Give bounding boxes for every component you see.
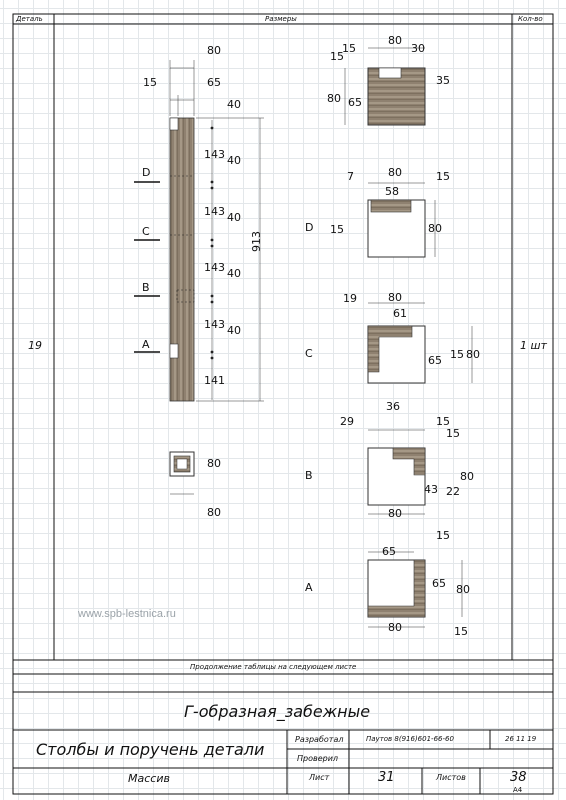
dim-label: 65	[348, 96, 362, 109]
drawing-title: Столбы и поручень детали	[36, 740, 265, 759]
dim-label: 40	[227, 324, 241, 337]
section-a	[367, 551, 463, 628]
section-b	[367, 429, 426, 515]
dim-label: 80	[388, 166, 402, 179]
developer: Паутов 8(916)601-66-60	[366, 735, 454, 743]
sheet-label: Лист	[309, 773, 330, 782]
dim-label: 35	[436, 74, 450, 87]
header-detail: Деталь	[16, 15, 43, 23]
developed-label: Разработал	[295, 735, 344, 744]
dim-label: 80	[327, 92, 341, 105]
dim-label: 29	[340, 415, 354, 428]
dim-label: 61	[393, 307, 407, 320]
sheet-number: 31	[378, 770, 395, 785]
header-qty: Кол-во	[518, 15, 543, 23]
dim-label: 65	[432, 577, 446, 590]
dim-label: 65	[382, 545, 396, 558]
dim-label: 15	[143, 76, 157, 89]
project-title: Г-образная_забежные	[184, 702, 371, 721]
dim-label: 36	[386, 400, 400, 413]
dim-label: 15	[330, 223, 344, 236]
dim-label: 80	[428, 222, 442, 235]
dim-label: 80	[207, 44, 221, 57]
dim-label: 40	[227, 98, 241, 111]
continuation-note: Продолжение таблицы на следующем листе	[190, 663, 357, 671]
section-d-label: D	[305, 221, 314, 234]
section-marker-b: B	[142, 281, 150, 294]
dim-label: 143	[204, 261, 225, 274]
date: 26 11 19	[505, 735, 537, 743]
dim-label: 40	[227, 211, 241, 224]
dim-label: 80	[456, 583, 470, 596]
dim-label: 40	[227, 154, 241, 167]
dim-label: 15	[330, 50, 344, 63]
dim-label: 22	[446, 485, 460, 498]
sheets-label: Листов	[436, 773, 466, 782]
dim-label: 15	[454, 625, 468, 638]
watermark: www.spb-lestnica.ru	[78, 608, 176, 620]
section-c	[367, 302, 473, 384]
dim-label: 43	[424, 483, 438, 496]
dim-label: 80	[388, 291, 402, 304]
material: Массив	[128, 772, 170, 785]
section-b-label: B	[305, 469, 313, 482]
dim-label: 143	[204, 148, 225, 161]
sheets-total: 38	[510, 770, 527, 785]
dim-label: 58	[385, 185, 399, 198]
section-c-label: C	[305, 347, 313, 360]
dim-label: 80	[460, 470, 474, 483]
sheet-frame	[12, 13, 554, 795]
sheet-format: А4	[513, 786, 523, 794]
dim-label: 7	[347, 170, 354, 183]
dim-label: 80	[388, 621, 402, 634]
dim-label: 80	[466, 348, 480, 361]
quantity: 1 шт	[520, 339, 547, 352]
dim-label: 143	[204, 205, 225, 218]
section-marker-c: C	[142, 225, 150, 238]
dim-label: 15	[342, 42, 356, 55]
dim-label: 65	[428, 354, 442, 367]
dim-label: 15	[436, 170, 450, 183]
dim-label: 40	[227, 267, 241, 280]
dim-label: 15	[446, 427, 460, 440]
dim-label: 80	[388, 34, 402, 47]
section-top	[344, 47, 426, 126]
header-sizes: Размеры	[265, 15, 297, 23]
dim-label: 15	[436, 529, 450, 542]
post-side-view	[134, 60, 264, 402]
dim-label: 80	[207, 506, 221, 519]
dim-label: 19	[343, 292, 357, 305]
checked-label: Проверил	[297, 754, 339, 763]
dim-label: 80	[388, 507, 402, 520]
total-height: 913	[250, 231, 263, 252]
dim-label: 65	[207, 76, 221, 89]
post-top-view	[169, 451, 195, 495]
dim-label: 15	[450, 348, 464, 361]
dim-label: 15	[436, 415, 450, 428]
dim-label: 80	[207, 457, 221, 470]
dim-label: 143	[204, 318, 225, 331]
dim-label: 141	[204, 374, 225, 387]
dim-label: 30	[411, 42, 425, 55]
section-a-label: A	[305, 581, 313, 594]
section-d	[367, 182, 436, 258]
section-marker-d: D	[142, 166, 151, 179]
detail-number: 19	[28, 339, 42, 352]
section-marker-a: A	[142, 338, 150, 351]
